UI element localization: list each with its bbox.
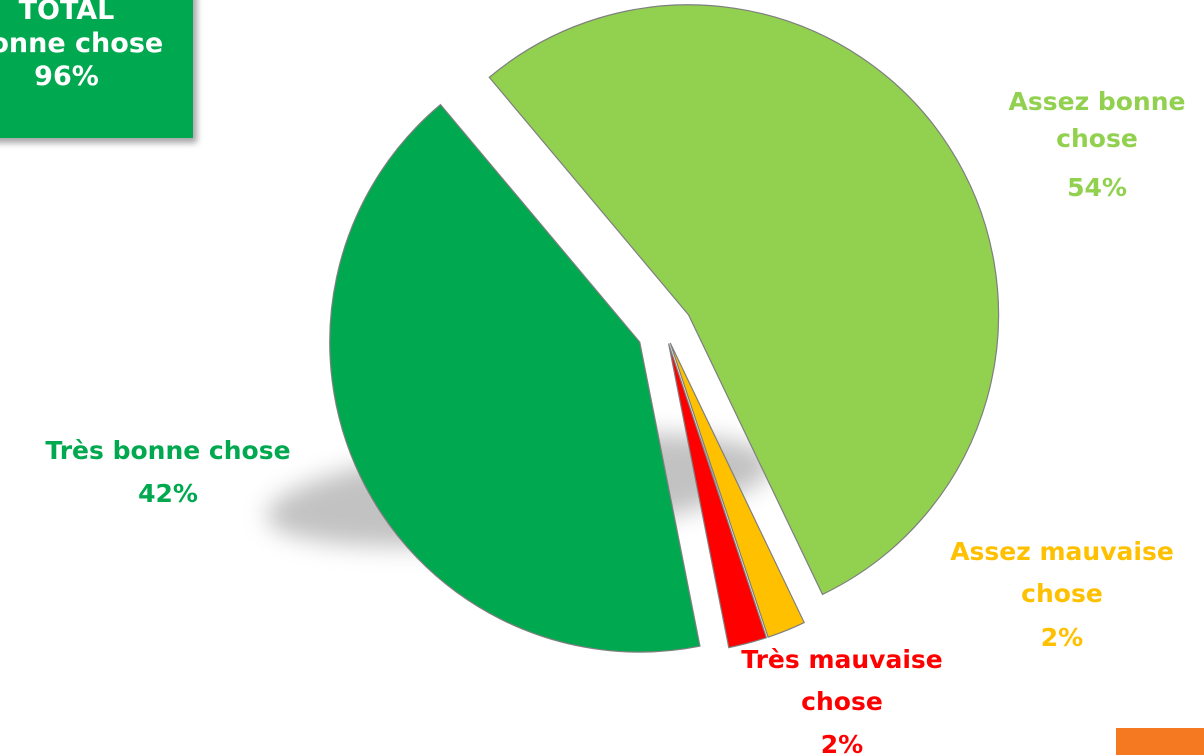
slice-label-tr-s-mauvaise-chose: Très mauvaise chose 2%	[741, 645, 942, 755]
total-box-line3: 96%	[34, 61, 99, 92]
pie-slice-tr-s-mauvaise-chose	[667, 343, 768, 649]
slice-name-label: chose	[801, 687, 883, 716]
total-box-line1: TOTAL	[18, 0, 115, 26]
pie-slice-assez-mauvaise-chose	[669, 342, 805, 638]
total-box-line2: Bonne chose	[0, 28, 164, 59]
slice-name-label: Assez mauvaise	[950, 537, 1174, 566]
slice-label-tr-s-bonne-chose: Très bonne chose 42%	[45, 436, 290, 508]
slice-name-label: chose	[1021, 579, 1103, 608]
pie-slice-assez-bonne-chose	[488, 4, 1000, 596]
total-summary-box: TOTAL Bonne chose 96%	[0, 0, 193, 138]
slice-percent-label: 54%	[1067, 173, 1127, 202]
slice-percent-label: 42%	[138, 479, 198, 508]
slice-name-label: Très mauvaise	[741, 645, 942, 674]
corner-accent-bar	[1116, 728, 1204, 755]
slice-label-assez-mauvaise-chose: Assez mauvaise chose 2%	[950, 537, 1174, 652]
slice-name-label: Très bonne chose	[45, 436, 290, 465]
pie-slices	[329, 4, 1000, 653]
slice-percent-label: 2%	[821, 730, 863, 755]
slice-name-label: chose	[1056, 124, 1138, 153]
slice-percent-label: 2%	[1041, 623, 1083, 652]
pie-slice-tr-s-bonne-chose	[329, 103, 701, 653]
slice-name-label: Assez bonne	[1009, 87, 1186, 116]
slice-label-assez-bonne-chose: Assez bonne chose 54%	[1009, 87, 1186, 202]
pie-labels: Assez bonne chose 54% Assez mauvaise chose 2%…	[45, 87, 1185, 755]
